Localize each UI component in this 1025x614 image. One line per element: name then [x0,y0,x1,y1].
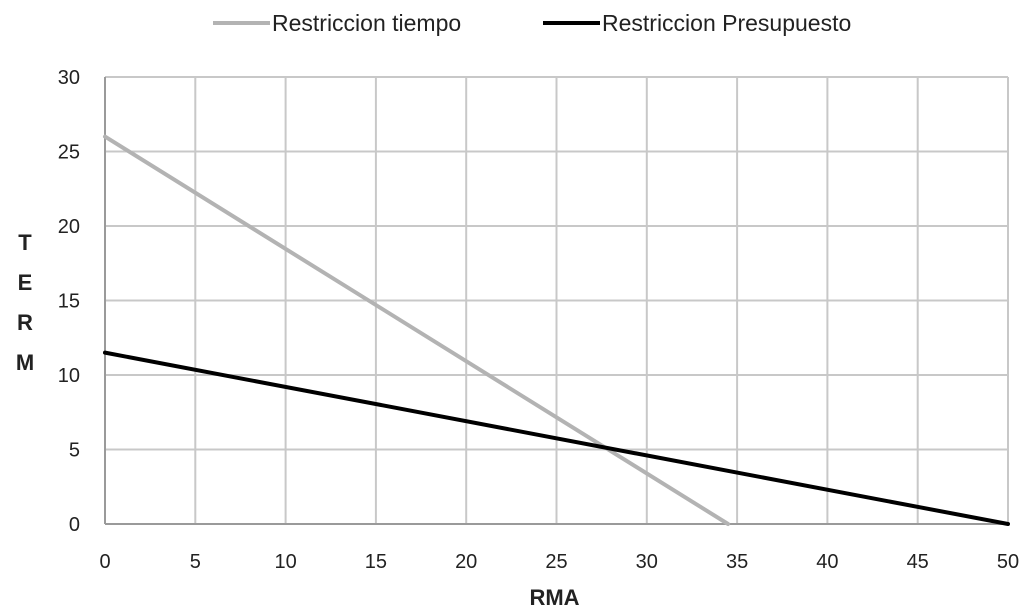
series-line-restriccion-presupuesto [103,350,1010,526]
x-tick-label: 50 [997,551,1019,573]
x-tick-label: 45 [907,551,929,573]
grid [104,76,1009,525]
x-tick-label: 10 [274,551,296,573]
y-axis-ticks: 0 5 10 15 20 25 30 [58,67,80,536]
legend-label-restriccion-tiempo: Restriccion tiempo [272,10,461,36]
legend-label-restriccion-presupuesto: Restriccion Presupuesto [602,10,851,36]
series-line-restriccion-tiempo [103,134,731,526]
y-tick-label: 15 [58,291,80,313]
x-tick-label: 30 [636,551,658,573]
y-axis-title-letter: E [18,270,33,295]
x-axis-ticks: 0 5 10 15 20 25 30 35 40 45 50 [99,551,1019,573]
y-tick-label: 20 [58,216,80,238]
y-tick-label: 5 [69,440,80,462]
x-tick-label: 40 [816,551,838,573]
y-axis-title-letter: R [17,310,33,335]
legend: Restriccion tiempo Restriccion Presupues… [213,10,851,36]
x-tick-label: 35 [726,551,748,573]
y-axis-title-letter: T [18,230,32,255]
series-lines [103,134,1010,526]
x-tick-label: 15 [365,551,387,573]
y-tick-label: 0 [69,514,80,536]
y-tick-label: 30 [58,67,80,89]
y-tick-label: 25 [58,142,80,164]
x-tick-label: 25 [545,551,567,573]
x-tick-label: 0 [99,551,110,573]
x-tick-label: 5 [190,551,201,573]
y-axis-title-letter: M [16,350,34,375]
y-tick-label: 10 [58,365,80,387]
x-tick-label: 20 [455,551,477,573]
x-axis-title: RMA [529,585,579,609]
